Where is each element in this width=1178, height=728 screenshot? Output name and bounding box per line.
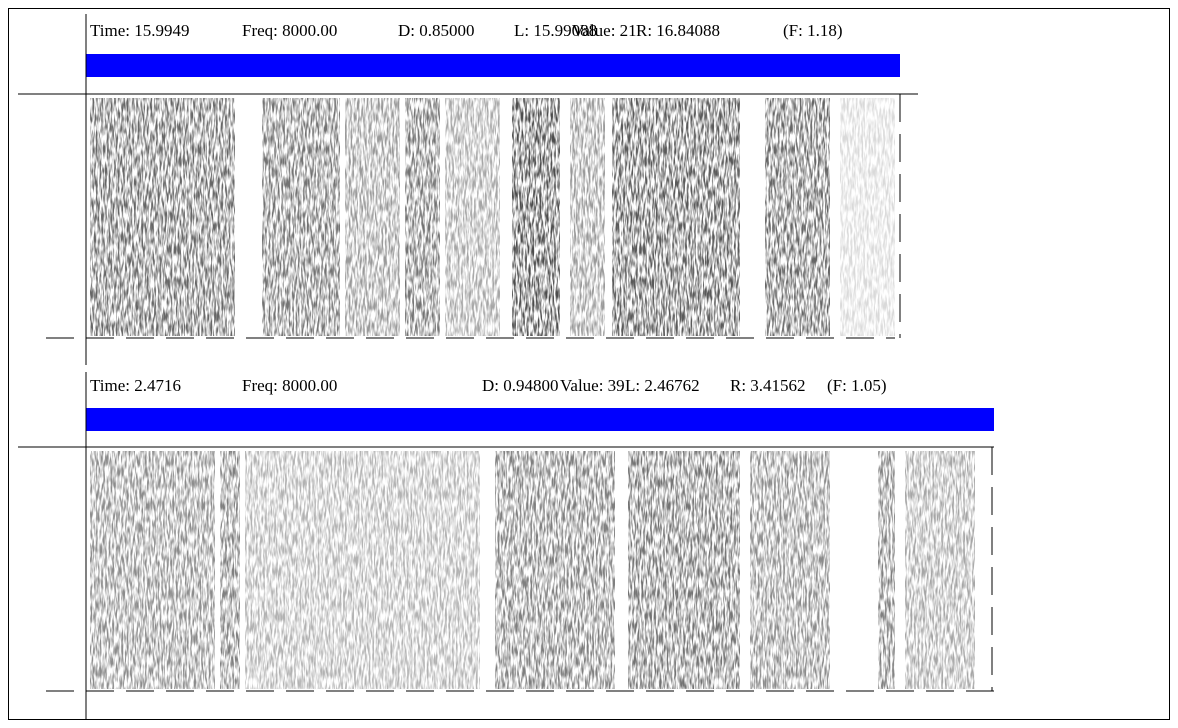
spectral-band xyxy=(512,98,560,336)
panels: Time: 15.9949 Freq: 8000.00 D: 0.85000 L: 1… xyxy=(18,14,1005,720)
spectral-band xyxy=(628,451,740,689)
status-right: R: 3.41562 xyxy=(730,376,806,395)
selection-bar xyxy=(86,54,900,77)
spectral-band xyxy=(90,451,215,689)
status-value: Value: 21 xyxy=(572,21,637,40)
spectral-band xyxy=(570,98,605,336)
spectral-band xyxy=(220,451,240,689)
status-duration: D: 0.85000 xyxy=(398,21,475,40)
spectral-band xyxy=(262,98,340,336)
status-value: Value: 39 xyxy=(560,376,625,395)
spectral-band xyxy=(345,98,400,336)
status-time: Time: 2.4716 xyxy=(90,376,181,395)
status-duration: D: 0.94800 xyxy=(482,376,559,395)
status-f: (F: 1.18) xyxy=(783,21,843,40)
selection-bar xyxy=(86,408,994,431)
spectral-band xyxy=(765,98,830,336)
spectral-band xyxy=(905,451,975,689)
window-border xyxy=(8,8,1170,720)
spectral-band xyxy=(495,451,615,689)
spectral-band xyxy=(405,98,440,336)
spectral-band xyxy=(445,98,500,336)
spectral-band xyxy=(750,451,830,689)
spectral-band xyxy=(90,98,235,336)
spectrogram-panel: Time: 15.9949 Freq: 8000.00 D: 0.85000 L: 1… xyxy=(18,14,918,365)
spectral-band xyxy=(612,98,740,336)
spectral-band xyxy=(840,98,895,336)
spectral-band xyxy=(878,451,895,689)
status-left: L: 15.99088 xyxy=(514,21,597,40)
status-freq: Freq: 8000.00 xyxy=(242,21,337,40)
spectral-band xyxy=(245,451,480,689)
spectrogram xyxy=(90,451,975,689)
status-time: Time: 15.9949 xyxy=(90,21,190,40)
status-right: R: 16.84088 xyxy=(636,21,720,40)
status-left: L: 2.46762 xyxy=(625,376,700,395)
spectrogram-panel: Time: 2.4716 Freq: 8000.00 D: 0.94800 L: 2.… xyxy=(18,372,1005,720)
status-f: (F: 1.05) xyxy=(827,376,887,395)
spectrogram xyxy=(90,98,895,336)
status-freq: Freq: 8000.00 xyxy=(242,376,337,395)
